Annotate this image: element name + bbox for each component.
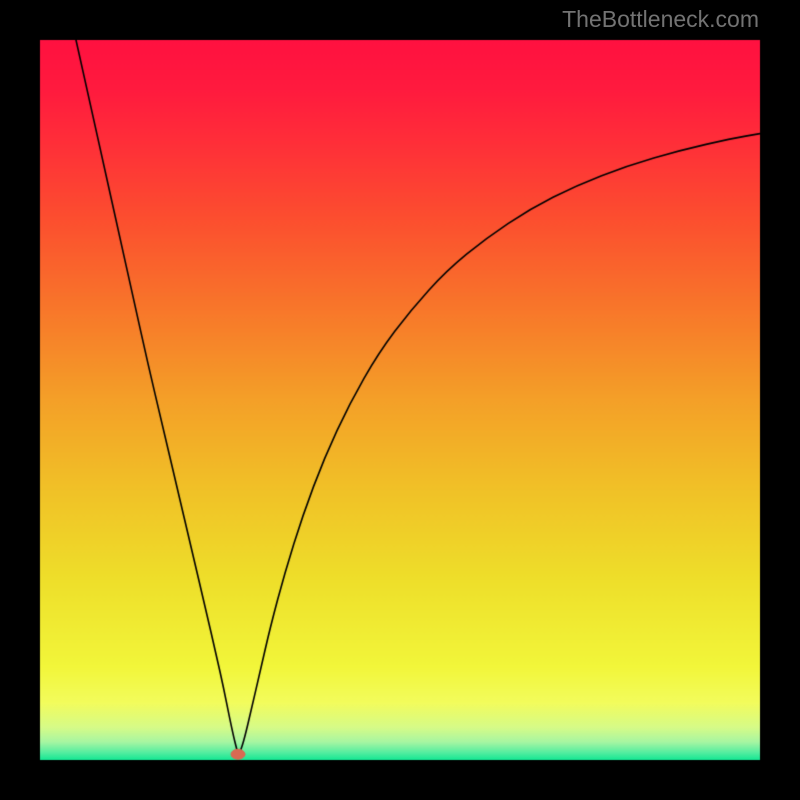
chart-canvas <box>0 0 800 800</box>
watermark-text: TheBottleneck.com <box>562 6 759 33</box>
bottleneck-chart: TheBottleneck.com <box>0 0 800 800</box>
